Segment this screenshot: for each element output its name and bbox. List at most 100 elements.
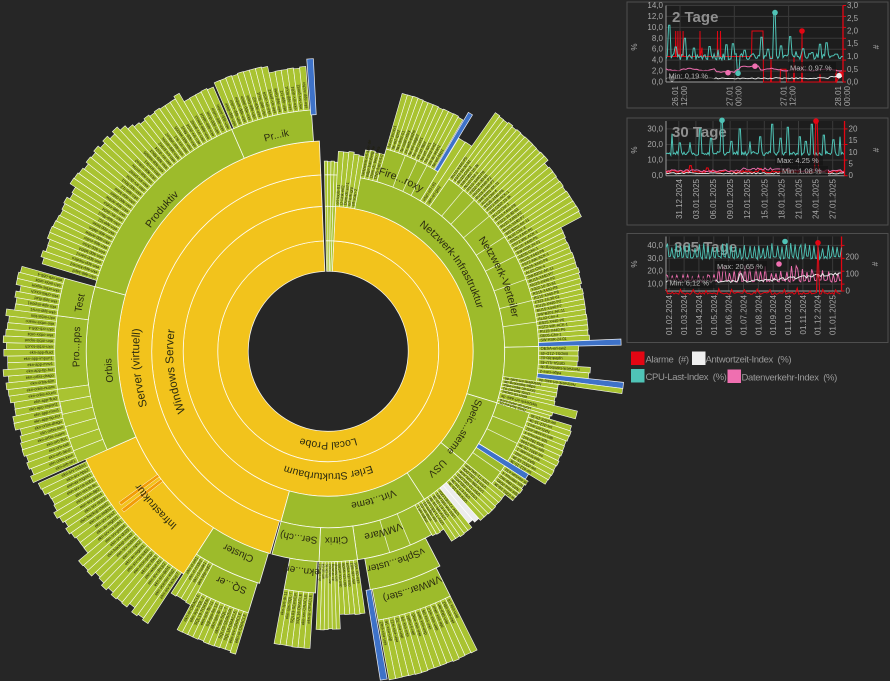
svg-text:12:00: 12:00: [680, 85, 689, 106]
svg-text:ekn-orbis-touch: ekn-orbis-touch: [28, 390, 56, 399]
svg-text:fw-erl-proxy1: fw-erl-proxy1: [386, 124, 398, 148]
svg-text:01.07.2024: 01.07.2024: [740, 294, 749, 335]
svg-text:20,0: 20,0: [647, 140, 663, 149]
svg-text:27.01.2025: 27.01.2025: [829, 178, 838, 219]
svg-text:06.01.2025: 06.01.2025: [709, 178, 718, 219]
svg-text:ekn-ctx-w01: ekn-ctx-w01: [353, 561, 361, 584]
svg-text:Orbis: Orbis: [103, 358, 116, 383]
svg-text:edge-bamberg-de: edge-bamberg-de: [503, 379, 536, 389]
svg-text:Max: 0.97 %: Max: 0.97 %: [790, 64, 832, 73]
svg-text:fwx-dmz-01: fwx-dmz-01: [394, 129, 406, 151]
svg-text:10,0: 10,0: [647, 156, 663, 165]
svg-text:CPU-Last-Index (%): CPU-Last-Index (%): [646, 372, 727, 383]
svg-text:ekn-orbis-report: ekn-orbis-report: [24, 338, 53, 344]
svg-text:ekn-orbis-nuanc: ekn-orbis-nuanc: [25, 319, 54, 327]
svg-text:ekn-esx-w11: ekn-esx-w11: [389, 618, 399, 643]
svg-text:SQL03-SERVER: SQL03-SERVER: [289, 593, 298, 624]
svg-text:01.10.2024: 01.10.2024: [784, 294, 793, 335]
svg-text:ekn-srv-print2: ekn-srv-print2: [295, 84, 303, 110]
svg-text:dn-ctx-w22: dn-ctx-w22: [318, 564, 323, 582]
svg-text:ekn-app-fluid: ekn-app-fluid: [30, 350, 53, 355]
svg-text:uplink-bb-02: uplink-bb-02: [540, 356, 563, 362]
svg-text:SW-HSR-24-01: SW-HSR-24-01: [540, 337, 566, 342]
svg-text:ekn-orb-satl: ekn-orb-satl: [48, 441, 70, 453]
svg-text:27.01: 27.01: [780, 85, 789, 106]
svg-text:2 Tage: 2 Tage: [672, 9, 718, 26]
svg-text:0,0: 0,0: [847, 78, 859, 87]
svg-text:ekn-app-archiv: ekn-app-archiv: [301, 82, 308, 109]
svg-text:ekn-srv-ORACLE: ekn-srv-ORACLE: [300, 594, 308, 626]
svg-text:09.01.2025: 09.01.2025: [726, 178, 735, 219]
svg-text:ekn-app-import1: ekn-app-import1: [26, 300, 56, 310]
svg-text:RU15-X440-P2: RU15-X440-P2: [530, 276, 556, 288]
svg-text:3,0: 3,0: [847, 1, 859, 10]
svg-text:0,0: 0,0: [652, 78, 664, 87]
svg-text:2,5: 2,5: [847, 14, 859, 23]
svg-text:ekn-app-base: ekn-app-base: [272, 87, 282, 113]
svg-text:20,0: 20,0: [647, 267, 663, 276]
svg-text:4,0: 4,0: [652, 56, 664, 65]
svg-text:03.01.2025: 03.01.2025: [692, 178, 701, 219]
svg-text:edge-core-2: edge-core-2: [539, 369, 562, 376]
svg-text:ekn...er): ekn...er): [282, 562, 320, 577]
svg-text:Alarme (#): Alarme (#): [646, 355, 689, 366]
svg-text:SW-B201-AK-11: SW-B201-AK-11: [537, 308, 565, 317]
svg-text:RU15-X440-P2: RU15-X440-P2: [536, 299, 562, 308]
svg-text:20: 20: [849, 124, 858, 133]
svg-text:01.03.2024: 01.03.2024: [680, 294, 689, 335]
svg-text:ekn-orbix-or04: ekn-orbix-or04: [26, 332, 53, 339]
svg-text:ekn-srv-dc04: ekn-srv-dc04: [290, 86, 298, 110]
svg-text:D-Link-erl2: D-Link-erl2: [339, 184, 346, 205]
svg-text:12:00: 12:00: [789, 85, 798, 106]
svg-text:%: %: [630, 260, 639, 267]
svg-text:ekn-orbis-drago: ekn-orbis-drago: [26, 372, 55, 379]
svg-text:00:00: 00:00: [843, 85, 852, 106]
svg-text:100: 100: [846, 269, 860, 278]
svg-text:01.06.2024: 01.06.2024: [725, 294, 734, 335]
svg-text:ekn-orb-ob5-4: ekn-orb-ob5-4: [36, 272, 62, 283]
svg-text:wlan-ctl-haus2: wlan-ctl-haus2: [501, 389, 528, 400]
svg-text:#: #: [872, 147, 881, 152]
svg-text:Netzwerk-erl-aale-de: Netzwerk-erl-aale-de: [538, 378, 576, 388]
svg-text:Datenverkehr-Index (%): Datenverkehr-Index (%): [742, 373, 838, 384]
svg-text:01.05.2024: 01.05.2024: [710, 294, 719, 335]
svg-text:40,0: 40,0: [647, 241, 663, 250]
svg-text:AL02-Chir-4: AL02-Chir-4: [538, 314, 559, 321]
svg-text:ekn-app-fibu1: ekn-app-fibu1: [284, 85, 293, 111]
svg-text:21.01.2025: 21.01.2025: [795, 178, 804, 219]
svg-text:ekn-app-fluid: ekn-app-fluid: [34, 296, 58, 305]
svg-text:Pro...pps: Pro...pps: [71, 326, 83, 367]
svg-text:Min: 6,12 %: Min: 6,12 %: [670, 279, 710, 288]
svg-text:F5T2-WK-ACK-1: F5T2-WK-ACK-1: [539, 322, 568, 329]
svg-text:1,5: 1,5: [847, 39, 859, 48]
svg-text:fw-erl-vpn2: fw-erl-vpn2: [390, 128, 401, 149]
svg-text:den-esx-33: den-esx-33: [394, 617, 404, 639]
svg-text:Dom-dc-erl-1: Dom-dc-erl-1: [342, 181, 350, 206]
svg-text:ekn-ctx-w02: ekn-ctx-w02: [349, 561, 356, 584]
svg-text:IMOS1-Z1D-45: IMOS1-Z1D-45: [540, 351, 568, 356]
svg-text:am-backup2: am-backup2: [328, 564, 332, 584]
svg-text:ekn-app-lz2: ekn-app-lz2: [279, 89, 288, 111]
svg-text:dn-drüsing: dn-drüsing: [331, 564, 335, 581]
svg-text:26.01: 26.01: [671, 85, 680, 106]
svg-text:#: #: [872, 44, 881, 49]
svg-text:edge-bamberg-de: edge-bamberg-de: [364, 145, 376, 178]
svg-text:ekn-orbis-kim: ekn-orbis-kim: [30, 378, 55, 386]
svg-text:RU15-X440-P6: RU15-X440-P6: [540, 327, 566, 333]
svg-text:24.01.2025: 24.01.2025: [812, 178, 821, 219]
svg-text:F322-16-30-61: F322-16-30-61: [535, 295, 560, 305]
svg-text:ekn-app-mnv1: ekn-app-mnv1: [33, 407, 60, 417]
svg-text:18.01.2025: 18.01.2025: [777, 178, 786, 219]
svg-text:ekn-app-tip-hcr: ekn-app-tip-hcr: [34, 413, 62, 424]
svg-text:0,5: 0,5: [847, 65, 859, 74]
svg-text:01.02.2024: 01.02.2024: [665, 294, 674, 335]
svg-text:01.01.2025: 01.01.2025: [829, 294, 838, 335]
svg-text:12.01.2025: 12.01.2025: [743, 178, 752, 219]
svg-text:RS15-X440-P8: RS15-X440-P8: [532, 285, 558, 296]
svg-text:ekn-app-mnv1: ekn-app-mnv1: [27, 361, 54, 367]
svg-text:ekn-orbis-kim: ekn-orbis-kim: [30, 313, 55, 321]
svg-text:30,0: 30,0: [647, 254, 663, 263]
svg-text:ekn-app-fibu1: ekn-app-fibu1: [255, 91, 266, 117]
svg-text:ekn-srv-print2: ekn-srv-print2: [267, 88, 277, 114]
svg-text:ekn-ctx-ws08: ekn-ctx-ws08: [341, 562, 348, 587]
